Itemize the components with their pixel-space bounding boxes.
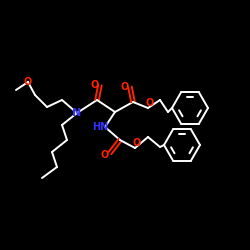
Text: O: O (121, 82, 129, 92)
Text: HN: HN (92, 122, 108, 132)
Text: O: O (133, 138, 141, 148)
Text: O: O (146, 98, 154, 108)
Text: O: O (101, 150, 109, 160)
Text: O: O (91, 80, 99, 90)
Text: N: N (72, 108, 82, 118)
Text: O: O (24, 77, 32, 87)
